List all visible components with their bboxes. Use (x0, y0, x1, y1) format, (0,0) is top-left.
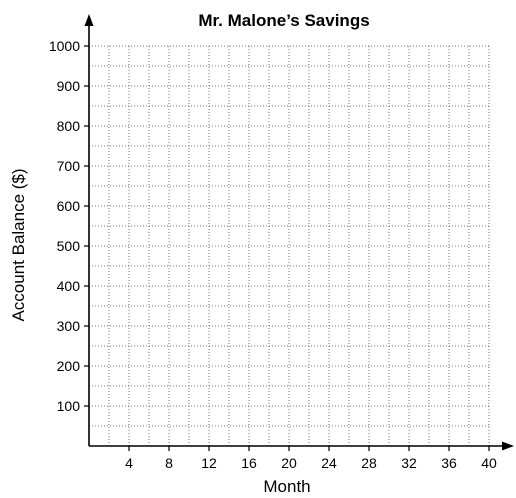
y-tick-label: 500 (57, 238, 81, 254)
y-tick-label: 900 (57, 78, 81, 94)
y-tick-label: 800 (57, 118, 81, 134)
grid-lines (89, 46, 489, 446)
y-tick-label: 200 (57, 358, 81, 374)
y-tick-label: 1000 (49, 38, 80, 54)
y-tick-label: 600 (57, 198, 81, 214)
x-tick-label: 24 (321, 455, 337, 471)
y-tick-label: 100 (57, 398, 81, 414)
chart-title: Mr. Malone’s Savings (198, 11, 369, 30)
y-axis-label: Account Balance ($) (9, 168, 28, 321)
x-tick-label: 8 (165, 455, 173, 471)
y-tick-labels: 100 200 300 400 500 600 700 800 900 1000 (49, 38, 80, 414)
y-axis-arrow-icon (85, 14, 94, 26)
y-tick-label: 400 (57, 278, 81, 294)
x-tick-label: 16 (241, 455, 257, 471)
x-tick-label: 12 (201, 455, 217, 471)
x-tick-label: 36 (441, 455, 457, 471)
x-tick-labels: 4 8 12 16 20 24 28 32 36 40 (125, 455, 497, 471)
x-tick-label: 40 (481, 455, 497, 471)
x-tick-label: 20 (281, 455, 297, 471)
y-tick-label: 300 (57, 318, 81, 334)
x-tick-label: 32 (401, 455, 417, 471)
y-tick-label: 700 (57, 158, 81, 174)
x-axis-label: Month (263, 477, 310, 496)
x-axis-arrow-icon (502, 442, 514, 451)
x-tick-label: 28 (361, 455, 377, 471)
x-tick-label: 4 (125, 455, 133, 471)
tick-marks (84, 46, 489, 451)
